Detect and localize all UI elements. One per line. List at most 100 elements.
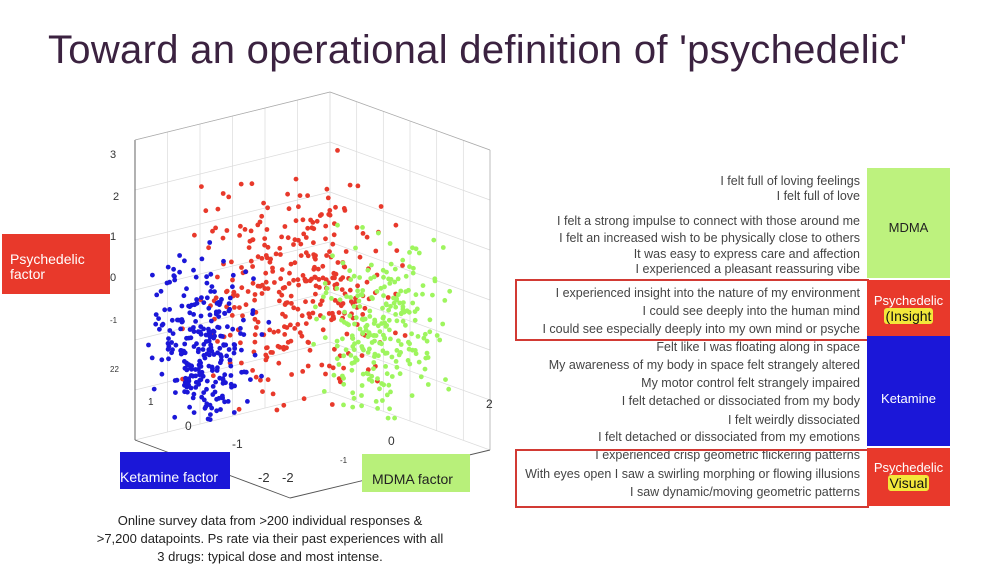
scatter-point: [443, 377, 448, 382]
scatter-point: [312, 274, 318, 280]
scatter-point: [365, 371, 371, 377]
scatter-point: [230, 326, 236, 332]
scatter-point: [357, 254, 363, 260]
scatter-point: [198, 377, 204, 383]
scatter-point: [182, 341, 188, 347]
scatter-point: [394, 248, 400, 254]
scatter-point: [270, 265, 275, 271]
scatter-point: [191, 329, 197, 334]
scatter-point: [399, 310, 404, 316]
scatter-point: [369, 262, 374, 268]
scatter-point: [216, 325, 222, 330]
scatter-point: [265, 377, 271, 383]
scatter-point: [238, 223, 243, 229]
scatter-point: [249, 181, 255, 187]
scatter-point: [222, 311, 228, 316]
scatter-point: [370, 296, 375, 301]
scatter-point: [159, 371, 165, 377]
scatter-point: [170, 331, 176, 336]
scatter-point: [204, 280, 210, 286]
scatter-point: [296, 237, 301, 243]
scatter-point: [332, 275, 337, 281]
scatter-point: [360, 312, 366, 317]
scatter-point: [351, 347, 357, 353]
scatter-point: [250, 264, 256, 269]
scatter-point: [207, 334, 213, 340]
scatter-point: [372, 351, 378, 357]
scatter-point: [204, 386, 209, 392]
scatter-point: [392, 279, 398, 285]
item-text: My motor control felt strangely impaired: [641, 376, 860, 390]
scatter-point: [422, 331, 428, 337]
scatter-point: [342, 264, 348, 270]
scatter-point: [154, 292, 160, 298]
scatter-point: [321, 389, 327, 394]
scatter-point: [353, 245, 358, 251]
scatter-point: [232, 305, 237, 310]
item-text: I could see deeply into the human mind: [642, 304, 861, 318]
scatter-point: [388, 277, 394, 282]
scatter-point: [386, 307, 391, 313]
scatter-point: [232, 342, 238, 348]
scatter-point: [184, 286, 189, 292]
scatter-point: [293, 176, 299, 182]
scatter-point: [424, 350, 430, 356]
scatter-point: [171, 266, 177, 272]
scatter-point: [211, 335, 217, 341]
grid-line: [329, 341, 491, 401]
scatter-point: [299, 333, 305, 339]
scatter-point: [252, 297, 257, 303]
grid-line: [329, 191, 491, 251]
scatter-point: [299, 313, 305, 319]
scatter-point: [403, 289, 409, 294]
scatter-point: [210, 384, 216, 389]
scatter-point: [331, 232, 337, 238]
scatter-point: [199, 295, 204, 300]
scatter-point: [207, 417, 213, 422]
scatter-point: [238, 331, 243, 336]
scatter-point: [397, 371, 403, 377]
scatter-point: [386, 382, 392, 388]
scatter-point: [303, 278, 308, 284]
scatter-point: [224, 353, 230, 359]
scatter-point: [325, 195, 331, 201]
item-text: I felt detached or dissociated from my b…: [621, 394, 860, 408]
scatter-point: [253, 374, 259, 380]
scatter-point: [221, 258, 226, 264]
item-text: With eyes open I saw a swirling morphing…: [525, 467, 860, 481]
scatter-point: [156, 316, 162, 321]
scatter-point: [282, 332, 288, 337]
scatter-point: [359, 292, 365, 298]
scatter-point: [406, 339, 411, 345]
item-text: I experienced insight into the nature of…: [555, 286, 860, 300]
scatter-point: [382, 284, 387, 290]
scatter-point: [418, 374, 424, 380]
scatter-point: [279, 267, 285, 272]
scatter-point: [327, 249, 332, 255]
scatter-point: [262, 242, 267, 248]
scatter-point: [276, 289, 282, 295]
scatter-point: [367, 308, 373, 314]
axis-line: [134, 91, 331, 141]
scatter-point: [199, 256, 205, 262]
scatter-point: [339, 317, 344, 323]
scatter-point: [327, 208, 333, 213]
scatter-point: [227, 306, 233, 312]
scatter-point: [311, 341, 316, 347]
scatter-point: [171, 273, 177, 279]
scatter-point: [238, 326, 243, 331]
scatter-point: [208, 412, 213, 417]
tick-label: 3: [110, 149, 116, 161]
scatter-point: [362, 316, 368, 322]
scatter-point: [149, 355, 155, 361]
scatter-point: [289, 301, 294, 306]
mdma-factor-text: MDMA factor: [372, 471, 453, 487]
scatter-point: [324, 253, 329, 258]
scatter-point: [258, 377, 263, 383]
scatter-point: [305, 339, 311, 345]
scatter-point: [332, 298, 338, 303]
scatter-point: [341, 402, 346, 408]
scatter-point: [281, 344, 287, 350]
scatter-point: [153, 321, 159, 327]
scatter-point: [384, 269, 389, 275]
